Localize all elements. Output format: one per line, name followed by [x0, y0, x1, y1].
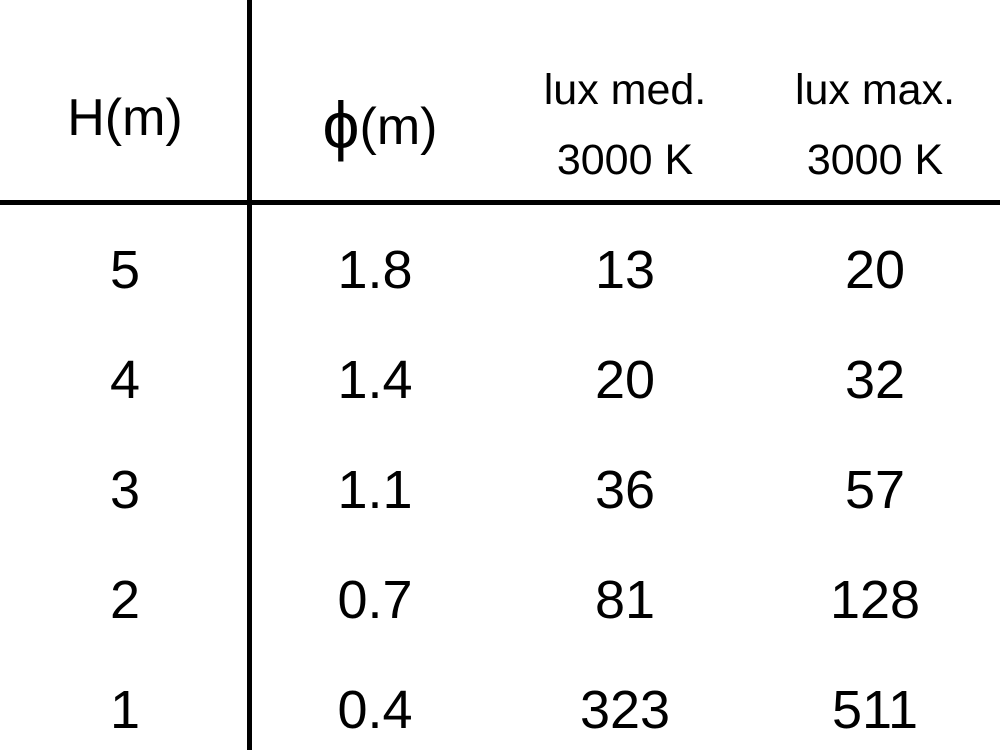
header-lux-max: lux max. 3000 K: [750, 55, 1000, 195]
cell-height: 5: [109, 240, 141, 300]
cell-diameter: 1.4: [337, 350, 413, 410]
header-divider: [0, 200, 1000, 205]
cell-lux-max: 128: [829, 570, 921, 630]
header-lux-med-line1: lux med.: [543, 66, 707, 114]
cell-lux-med: 36: [594, 460, 656, 520]
header-height-label: H(m): [67, 89, 183, 147]
cell-diameter: 0.4: [337, 680, 413, 740]
cell-diameter: 1.8: [337, 240, 413, 300]
header-diameter: ϕ(m): [255, 92, 505, 158]
cell-lux-med: 81: [594, 570, 656, 630]
header-lux-max-line1: lux max.: [794, 66, 956, 114]
cell-height: 4: [109, 350, 141, 410]
header-height: H(m): [0, 92, 250, 144]
column-divider: [247, 0, 252, 750]
cell-lux-max: 20: [844, 240, 906, 300]
cell-diameter: 1.1: [337, 460, 413, 520]
phi-symbol: ϕ: [322, 88, 360, 162]
cell-lux-max: 32: [844, 350, 906, 410]
cell-lux-max: 57: [844, 460, 906, 520]
cell-lux-med: 323: [579, 680, 671, 740]
header-lux-med-line2: 3000 K: [556, 136, 694, 184]
cell-lux-max: 511: [831, 680, 919, 740]
header-lux-med: lux med. 3000 K: [500, 55, 750, 195]
cell-lux-med: 13: [594, 240, 656, 300]
cell-height: 3: [109, 460, 141, 520]
cell-diameter: 0.7: [337, 570, 413, 630]
cell-height: 1: [109, 680, 141, 740]
header-lux-max-line2: 3000 K: [806, 136, 944, 184]
cell-height: 2: [109, 570, 141, 630]
header-diameter-label: (m): [359, 98, 438, 156]
cell-lux-med: 20: [594, 350, 656, 410]
